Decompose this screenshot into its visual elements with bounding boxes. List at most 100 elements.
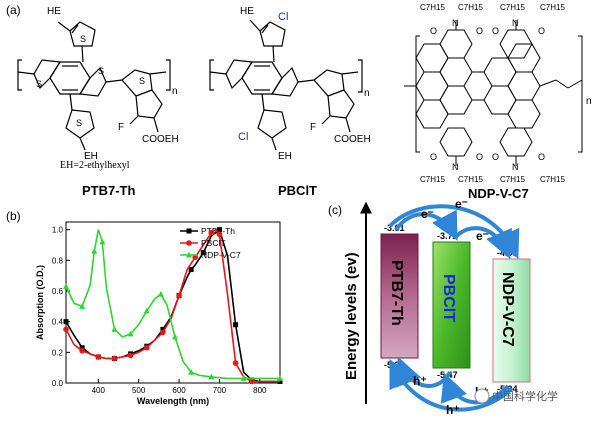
electron-transfer-arrows: [388, 204, 520, 260]
data-point: [127, 352, 134, 359]
y-tick-label: 0.6: [52, 287, 64, 296]
data-point: [200, 250, 206, 256]
panel-a-label: (a): [6, 3, 21, 17]
data-point: [176, 292, 182, 299]
x-tick-label: 700: [213, 386, 227, 395]
data-point: [248, 378, 255, 385]
legend-label: NDP-V-C7: [201, 250, 241, 260]
data-point: [91, 247, 98, 254]
x-tick-label: 500: [132, 386, 146, 395]
ptb7th-eh: EH: [84, 151, 98, 162]
ptb7th-name: PTB7-Th: [82, 183, 136, 198]
data-point: [99, 238, 106, 245]
data-point: [192, 254, 199, 261]
ptb7th-lumo: -3.61: [384, 223, 405, 233]
data-point: [63, 326, 69, 333]
ndp-o-7: O: [492, 152, 499, 162]
legend-marker: [186, 240, 192, 246]
data-point: [95, 354, 102, 360]
hole-transfer-arrows: [389, 356, 514, 412]
ndp-c7-5: C7H15: [420, 175, 445, 184]
plot-frame: [65, 221, 281, 384]
ndpvc7-name: NDP-V-C7: [468, 186, 529, 201]
ndp-c7-8: C7H15: [540, 175, 565, 184]
ptb7th-f: F: [118, 122, 124, 133]
x-tick-label: 600: [172, 386, 186, 395]
ndp-o-8: O: [538, 152, 545, 162]
ptb7th-s-right: S: [98, 66, 104, 76]
ptb7th-s-top: S: [80, 34, 86, 44]
data-point: [79, 345, 85, 351]
ptb7th-eh-note: EH=2-ethylhexyl: [60, 160, 130, 171]
legend-label: PTB7-Th: [201, 226, 235, 236]
data-point: [111, 326, 118, 332]
data-point: [188, 267, 194, 273]
ptb7th-s-left: S: [36, 79, 42, 89]
ptb7th-n: n: [172, 86, 178, 97]
data-point: [160, 329, 166, 336]
ndp-c7-4: C7H15: [540, 3, 565, 12]
ndpvc7-level-box: [492, 258, 531, 383]
pbclt-he: HE: [240, 6, 254, 17]
data-point: [188, 369, 195, 375]
ptb7th-he: HE: [47, 6, 61, 17]
data-point: [208, 373, 215, 380]
data-point: [157, 290, 164, 297]
data-point: [240, 375, 247, 381]
hole-label-3: h⁺: [446, 403, 460, 417]
ndp-o-3: O: [492, 26, 499, 36]
data-point: [79, 303, 86, 309]
data-point: [143, 344, 150, 351]
watermark-text: 中国科学化学: [492, 389, 558, 403]
pbclt-level-name: PBClT: [440, 274, 457, 322]
pbclt-cl-top: Cl: [278, 11, 288, 23]
ptb7th-s-bottom: S: [76, 118, 82, 128]
pbclt-structure: [209, 19, 363, 151]
legend-label: PBClT: [201, 238, 226, 248]
ndpvc7-structure: [404, 20, 583, 166]
data-point: [63, 283, 69, 289]
data-point: [216, 231, 223, 238]
y-tick-label: 1.0: [52, 226, 64, 235]
pbclt-level-box: [432, 241, 471, 369]
panel-b-label: (b): [6, 209, 21, 223]
hole-label-1: h⁺: [413, 374, 427, 388]
panel-c-label: (c): [328, 203, 342, 217]
pbclt-cooeh: COOEH: [334, 134, 371, 145]
pbclt-n: n: [364, 88, 370, 99]
ndp-n-top-right: N: [512, 18, 519, 28]
watermark: 中国科学化学: [474, 388, 558, 404]
absorption-chart: 400 500 600 700 800 0.0 0.2 0.4 0.6 0.8 1.0 Wavelen…: [35, 221, 283, 406]
data-point: [277, 375, 283, 381]
energy-axis-label: Energy levels (ev): [343, 252, 360, 380]
x-tick-label: 400: [92, 386, 106, 395]
ndp-c7-1: C7H15: [420, 3, 445, 12]
data-point: [232, 360, 239, 366]
electron-label-3: e⁻: [476, 229, 489, 243]
y-tick-label: 0.4: [52, 318, 64, 327]
x-tick-label: 800: [253, 386, 267, 395]
pbclt-cl-bottom: Cl: [238, 131, 248, 143]
data-point: [63, 319, 69, 325]
data-point: [160, 326, 166, 332]
y-tick-label: 0.8: [52, 256, 64, 265]
electron-label-1: e⁻: [421, 207, 434, 221]
pbclt-eh: EH: [278, 151, 292, 162]
pbclt-f: F: [310, 122, 316, 133]
ndp-o-1: O: [430, 26, 437, 36]
ptb7th-structure: [17, 21, 171, 151]
ndp-n-bottom-right: N: [512, 162, 519, 172]
ndp-n-top-left: N: [452, 18, 459, 28]
x-axis-label: Wavelength (nm): [137, 396, 209, 406]
ndp-o-5: O: [430, 152, 437, 162]
data-point: [216, 227, 222, 233]
ndp-o-2: O: [476, 26, 483, 36]
ndp-o-6: O: [476, 152, 483, 162]
ptb7th-level-name: PTB7-Th: [388, 260, 405, 326]
ndp-n-bottom-left: N: [452, 162, 459, 172]
ndpvc7-level-name: NDP-V-C7: [499, 272, 516, 347]
data-point: [208, 229, 215, 236]
pbclt-name: PBClT: [278, 183, 317, 198]
legend-marker: [186, 228, 192, 234]
data-point: [233, 322, 239, 328]
